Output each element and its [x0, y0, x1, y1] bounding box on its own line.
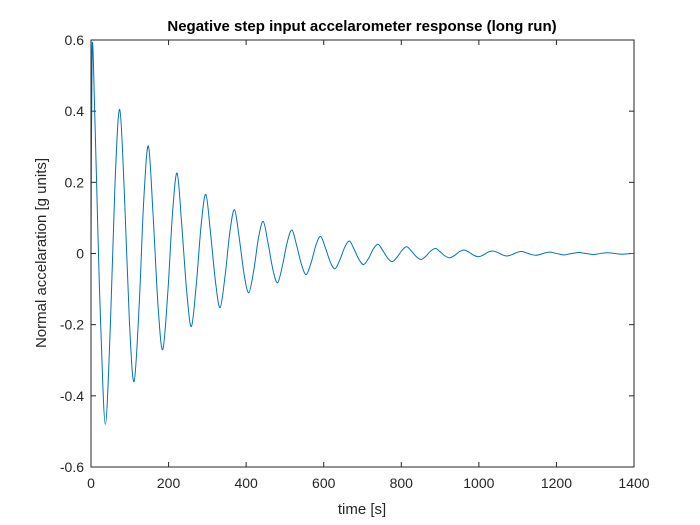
x-tick-label: 1000	[463, 475, 494, 491]
chart-title: Negative step input accelarometer respon…	[167, 18, 556, 35]
x-tick-label: 0	[87, 475, 95, 491]
y-tick-label: -0.6	[60, 459, 84, 475]
y-axis-label: Normal accelaration [g units]	[33, 158, 50, 348]
y-tick-label: 0	[76, 246, 84, 262]
x-tick-label: 1200	[541, 475, 572, 491]
y-tick-label: -0.4	[60, 388, 84, 404]
x-tick-label: 1400	[618, 475, 649, 491]
y-tick-label: 0.6	[65, 32, 85, 48]
axes-box	[90, 39, 635, 468]
series-line-response	[90, 42, 635, 425]
y-tick-label: 0.2	[65, 174, 85, 190]
x-axis-label: time [s]	[338, 501, 386, 518]
y-tick-label: 0.4	[65, 103, 85, 119]
axis-tick-labels: 0 200 400 600 800 1000 1200 1400 -0.6 -0.4 -0.2 0 0.…	[60, 32, 650, 491]
x-tick-label: 600	[312, 475, 336, 491]
plot-area	[91, 40, 634, 467]
x-tick-label: 400	[234, 475, 258, 491]
x-tick-label: 200	[157, 475, 181, 491]
y-tick-label: -0.2	[60, 317, 84, 333]
x-tick-label: 800	[390, 475, 414, 491]
